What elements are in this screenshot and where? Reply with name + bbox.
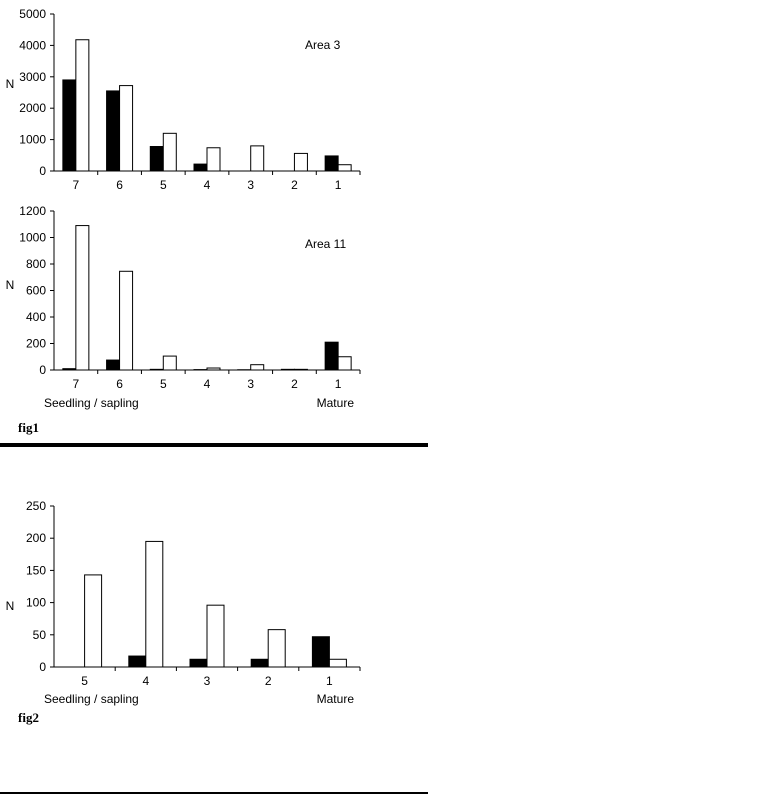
- chart1-y-tick-label-1: 1000: [19, 133, 46, 147]
- chart3-x-label-left: Seedling / sapling: [44, 692, 139, 706]
- chart2-bar-s1-6: [324, 341, 339, 371]
- chart1-x-tick-label-4: 3: [247, 178, 254, 192]
- chart3-bar-s1-4: [311, 636, 330, 668]
- chart2-y-tick-label-0: 0: [39, 363, 46, 377]
- chart2-bar-s2-1: [119, 270, 134, 371]
- chart2-bar-s1-1: [106, 359, 121, 371]
- chart3-bar-s2-1: [145, 540, 164, 668]
- chart3-y-tick-label-5: 250: [26, 499, 46, 513]
- chart1-bar-s1-2: [149, 146, 164, 172]
- chart3-y-axis-label: N: [6, 599, 15, 613]
- chart3-bar-s2-4: [328, 658, 347, 668]
- chart2-y-tick-label-1: 200: [26, 337, 46, 351]
- chart1-bar-s2-0: [75, 39, 90, 172]
- chart2-bar-s2-6: [337, 356, 352, 371]
- chart1-y-tick-label-2: 2000: [19, 101, 46, 115]
- chart3-x-tick-label-3: 2: [265, 674, 272, 688]
- chart1-x-tick-label-0: 7: [73, 178, 80, 192]
- chart2-bar-s2-4: [250, 364, 265, 371]
- chart2-bar-s2-0: [75, 225, 90, 371]
- chart3-bar-s1-2: [189, 658, 208, 668]
- chart2-bar-s1-0: [62, 368, 77, 371]
- chart2-x-tick-label-1: 6: [116, 377, 123, 391]
- chart2-x-tick-label-5: 2: [291, 377, 298, 391]
- chart1-y-tick-label-4: 4000: [19, 38, 46, 52]
- chart2-x-label-left: Seedling / sapling: [44, 396, 139, 410]
- chart3-y-tick-label-3: 150: [26, 563, 46, 577]
- chart1-bar-s2-3: [206, 147, 221, 172]
- chart1-bar-s2-4: [250, 145, 265, 172]
- chart1-bar-s1-0: [62, 79, 77, 172]
- fig1-caption: fig1: [18, 420, 39, 435]
- chart3-bar-s1-3: [250, 658, 269, 668]
- chart1-y-tick-label-0: 0: [39, 164, 46, 178]
- chart2-y-axis-label: N: [6, 278, 15, 292]
- chart2-bar-s1-2: [149, 368, 164, 371]
- chart1-bar-s1-6: [324, 155, 339, 172]
- chart2-x-tick-label-6: 1: [335, 377, 342, 391]
- chart2-bar-s1-5: [280, 368, 295, 371]
- chart1-x-tick-label-6: 1: [335, 178, 342, 192]
- chart2-y-tick-label-6: 1200: [19, 204, 46, 218]
- chart2-bar-s2-5: [293, 368, 308, 371]
- chart2-bar-s2-3: [206, 367, 221, 371]
- chart3-bar-s2-0: [84, 574, 103, 668]
- chart1-y-tick-label-3: 3000: [19, 70, 46, 84]
- chart1-bar-s2-5: [293, 152, 308, 172]
- chart2-y-tick-label-3: 600: [26, 284, 46, 298]
- chart2-x-label-right: Mature: [317, 396, 355, 410]
- chart2-x-tick-label-4: 3: [247, 377, 254, 391]
- chart3-bar-s2-2: [206, 604, 225, 668]
- fig2-divider: [0, 792, 428, 794]
- chart1-y-tick-label-5: 5000: [19, 7, 46, 21]
- chart1-bar-s1-3: [193, 163, 208, 172]
- chart2-bar-s2-2: [162, 355, 177, 371]
- chart3-y-tick-label-1: 50: [33, 628, 47, 642]
- chart2-x-tick-label-2: 5: [160, 377, 167, 391]
- chart3-x-label-right: Mature: [317, 692, 355, 706]
- chart3-bar-s2-3: [267, 629, 286, 668]
- chart1-bar-s2-1: [119, 85, 134, 172]
- chart3-x-tick-label-4: 1: [326, 674, 333, 688]
- chart3-x-tick-label-0: 5: [81, 674, 88, 688]
- chart1-bar-s2-6: [337, 164, 352, 172]
- chart1-x-tick-label-3: 4: [204, 178, 211, 192]
- chart3-x-tick-label-1: 4: [142, 674, 149, 688]
- chart1-x-tick-label-5: 2: [291, 178, 298, 192]
- chart1-area-annotation: Area 3: [305, 38, 341, 52]
- chart3-x-tick-label-2: 3: [204, 674, 211, 688]
- chart2-x-tick-label-0: 7: [73, 377, 80, 391]
- chart1-y-axis-label: N: [6, 77, 15, 91]
- chart2-area-annotation: Area 11: [305, 237, 346, 251]
- chart3-y-tick-label-0: 0: [39, 660, 46, 674]
- chart2-y-tick-label-5: 1000: [19, 231, 46, 245]
- chart2-y-tick-label-2: 400: [26, 310, 46, 324]
- chart1-bar-s1-1: [106, 90, 121, 172]
- fig2-caption: fig2: [18, 710, 39, 725]
- chart3-bar-s1-1: [128, 655, 147, 668]
- chart1-bar-s2-2: [162, 132, 177, 172]
- chart2-y-tick-label-4: 800: [26, 257, 46, 271]
- chart3-y-tick-label-2: 100: [26, 596, 46, 610]
- chart1-x-tick-label-2: 5: [160, 178, 167, 192]
- chart2-x-tick-label-3: 4: [204, 377, 211, 391]
- fig1-divider: [0, 443, 428, 447]
- chart1-x-tick-label-1: 6: [116, 178, 123, 192]
- chart3-y-tick-label-4: 200: [26, 531, 46, 545]
